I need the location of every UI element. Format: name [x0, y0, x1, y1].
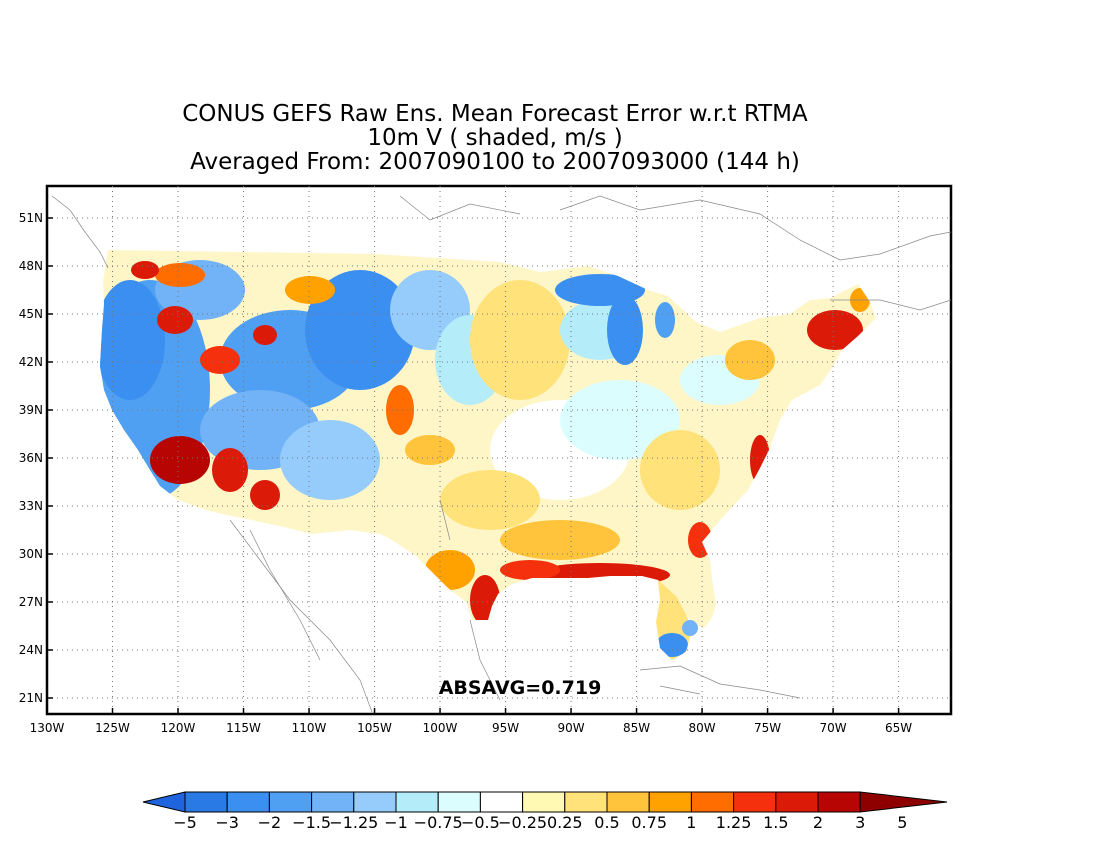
colorbar-swatch [648, 791, 692, 813]
coastlines [51, 195, 951, 713]
lon-tick-label: 75W [754, 721, 781, 735]
colorbar-swatch [690, 791, 735, 813]
lon-tick-label: 80W [689, 721, 716, 735]
title-line-3: Averaged From: 2007090100 to 2007093000 … [190, 149, 800, 175]
colorbar-swatch [522, 791, 566, 813]
lat-tick-label: 24N [19, 643, 43, 657]
colorbar-label: 1 [686, 813, 696, 832]
colorbar-swatch [226, 791, 270, 813]
graticule [47, 186, 951, 714]
colorbar-swatch [479, 791, 524, 813]
lon-tick-label: 70W [820, 721, 847, 735]
colorbar-label: −2 [258, 813, 282, 832]
colorbar-swatch [733, 791, 777, 813]
colorbar-swatch [184, 791, 228, 813]
colorbar-label: 5 [897, 813, 907, 832]
lat-tick-label: 45N [19, 307, 43, 321]
colorbar-label: −0.5 [461, 813, 500, 832]
lon-tick-label: 105W [357, 721, 392, 735]
lat-tick-label: 48N [19, 259, 43, 273]
colorbar-swatch [775, 791, 819, 813]
colorbar: −5 −3 −2 −1.5−1.25 −1 −0.75−0.5−0.25 0.25 0.5 0.… [142, 791, 948, 832]
lon-tick-label: 110W [292, 721, 327, 735]
colorbar-label: 0.25 [547, 813, 583, 832]
lat-tick-label: 21N [19, 691, 43, 705]
colorbar-label: 1.5 [763, 813, 788, 832]
title-line-2: 10m V ( shaded, m/s ) [367, 125, 623, 151]
colorbar-label: 2 [813, 813, 823, 832]
colorbar-label: 0.5 [594, 813, 619, 832]
colorbar-label: −1 [384, 813, 408, 832]
colorbar-swatch [311, 791, 355, 813]
lat-tick-label: 39N [19, 403, 43, 417]
absavg-annotation: ABSAVG=0.719 [439, 677, 602, 699]
lon-tick-label: 65W [885, 721, 912, 735]
lon-tick-label: 125W [95, 721, 130, 735]
colorbar-swatch [606, 791, 650, 813]
colorbar-label: −5 [173, 813, 197, 832]
colorbar-label: −1.25 [329, 813, 378, 832]
colorbar-label: 3 [855, 813, 865, 832]
latitude-axis: 51N 48N 45N 42N 39N 36N 33N 30N 27N 24N 21N [19, 211, 53, 705]
colorbar-label: −1.5 [292, 813, 331, 832]
lat-tick-label: 33N [19, 499, 43, 513]
lon-tick-label: 85W [623, 721, 650, 735]
colorbar-label: −3 [215, 813, 239, 832]
colorbar-swatch [395, 791, 439, 813]
lat-tick-label: 42N [19, 355, 43, 369]
lon-tick-label: 100W [423, 721, 458, 735]
lon-tick-label: 130W [30, 721, 65, 735]
lat-tick-label: 51N [19, 211, 43, 225]
longitude-axis: 130W 125W 120W 115W 110W 105W 100W 95W 90W 85W 80W… [30, 708, 912, 735]
colorbar-label: 0.75 [631, 813, 667, 832]
colorbar-swatch [437, 791, 481, 813]
lat-tick-label: 36N [19, 451, 43, 465]
lat-tick-label: 30N [19, 547, 43, 561]
lon-tick-label: 95W [492, 721, 519, 735]
title-line-1: CONUS GEFS Raw Ens. Mean Forecast Error … [182, 101, 808, 127]
lon-tick-label: 120W [161, 721, 196, 735]
colorbar-label: −0.75 [414, 813, 463, 832]
colorbar-arrow-high [859, 791, 948, 813]
colorbar-label: −0.25 [498, 813, 547, 832]
lat-tick-label: 27N [19, 595, 43, 609]
lon-tick-label: 90W [557, 721, 584, 735]
colorbar-swatch [564, 791, 608, 813]
colorbar-swatch [817, 791, 861, 813]
colorbar-swatch [353, 791, 397, 813]
colorbar-arrow-low [142, 791, 186, 813]
colorbar-swatch [268, 791, 313, 813]
lake-okeechobee-patch [682, 620, 698, 636]
colorbar-label: 1.25 [716, 813, 752, 832]
lon-tick-label: 115W [226, 721, 261, 735]
